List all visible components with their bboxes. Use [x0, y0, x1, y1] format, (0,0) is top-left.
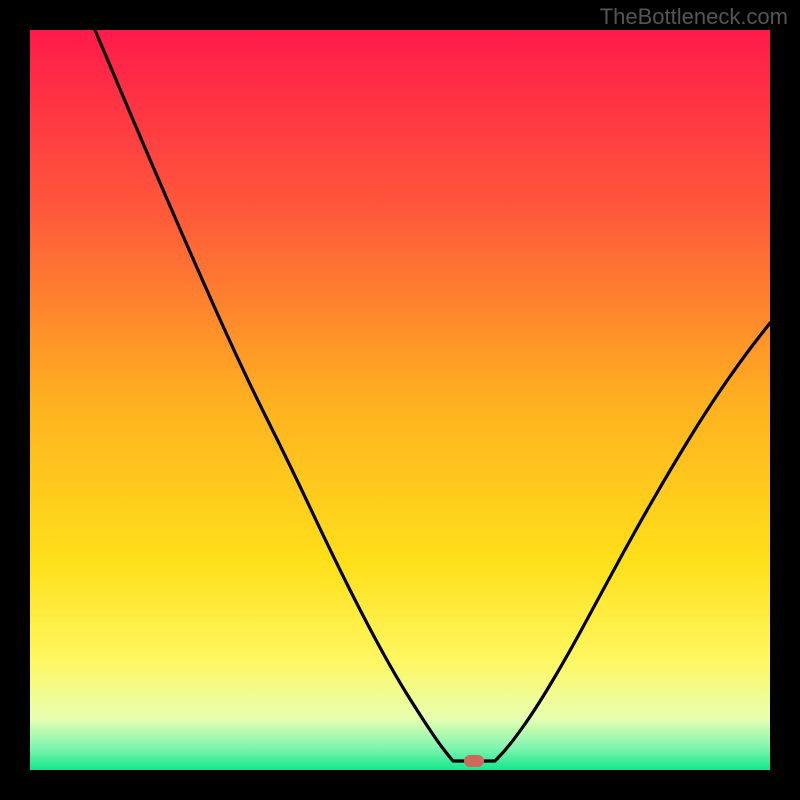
bottleneck-curve — [30, 30, 770, 770]
curve-path — [95, 30, 770, 761]
gradient-plot-area — [30, 30, 770, 770]
valley-marker — [464, 755, 484, 767]
attribution-text: TheBottleneck.com — [600, 4, 788, 30]
